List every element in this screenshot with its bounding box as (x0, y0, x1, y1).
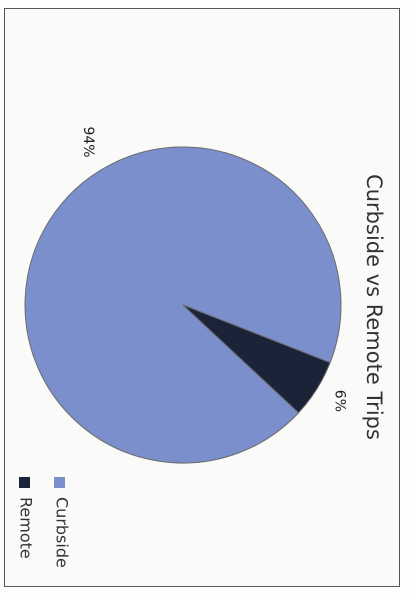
legend: Curbside Remote (17, 477, 72, 568)
data-label-remote: 6% (331, 390, 347, 412)
pie-slices (24, 146, 342, 464)
data-label-curbside: 94% (80, 126, 96, 157)
pie-chart: Curbside vs Remote Trips 94% 6% Curbside… (17, 126, 387, 568)
pie-slice-remote (182, 304, 331, 414)
legend-label-curbside: Curbside (53, 497, 72, 568)
legend-swatch-remote (19, 477, 30, 488)
chart-title: Curbside vs Remote Trips (362, 174, 386, 440)
chart-frame: Curbside vs Remote Trips 94% 6% Curbside… (4, 8, 400, 587)
legend-swatch-curbside (54, 477, 65, 488)
legend-label-remote: Remote (17, 497, 36, 559)
